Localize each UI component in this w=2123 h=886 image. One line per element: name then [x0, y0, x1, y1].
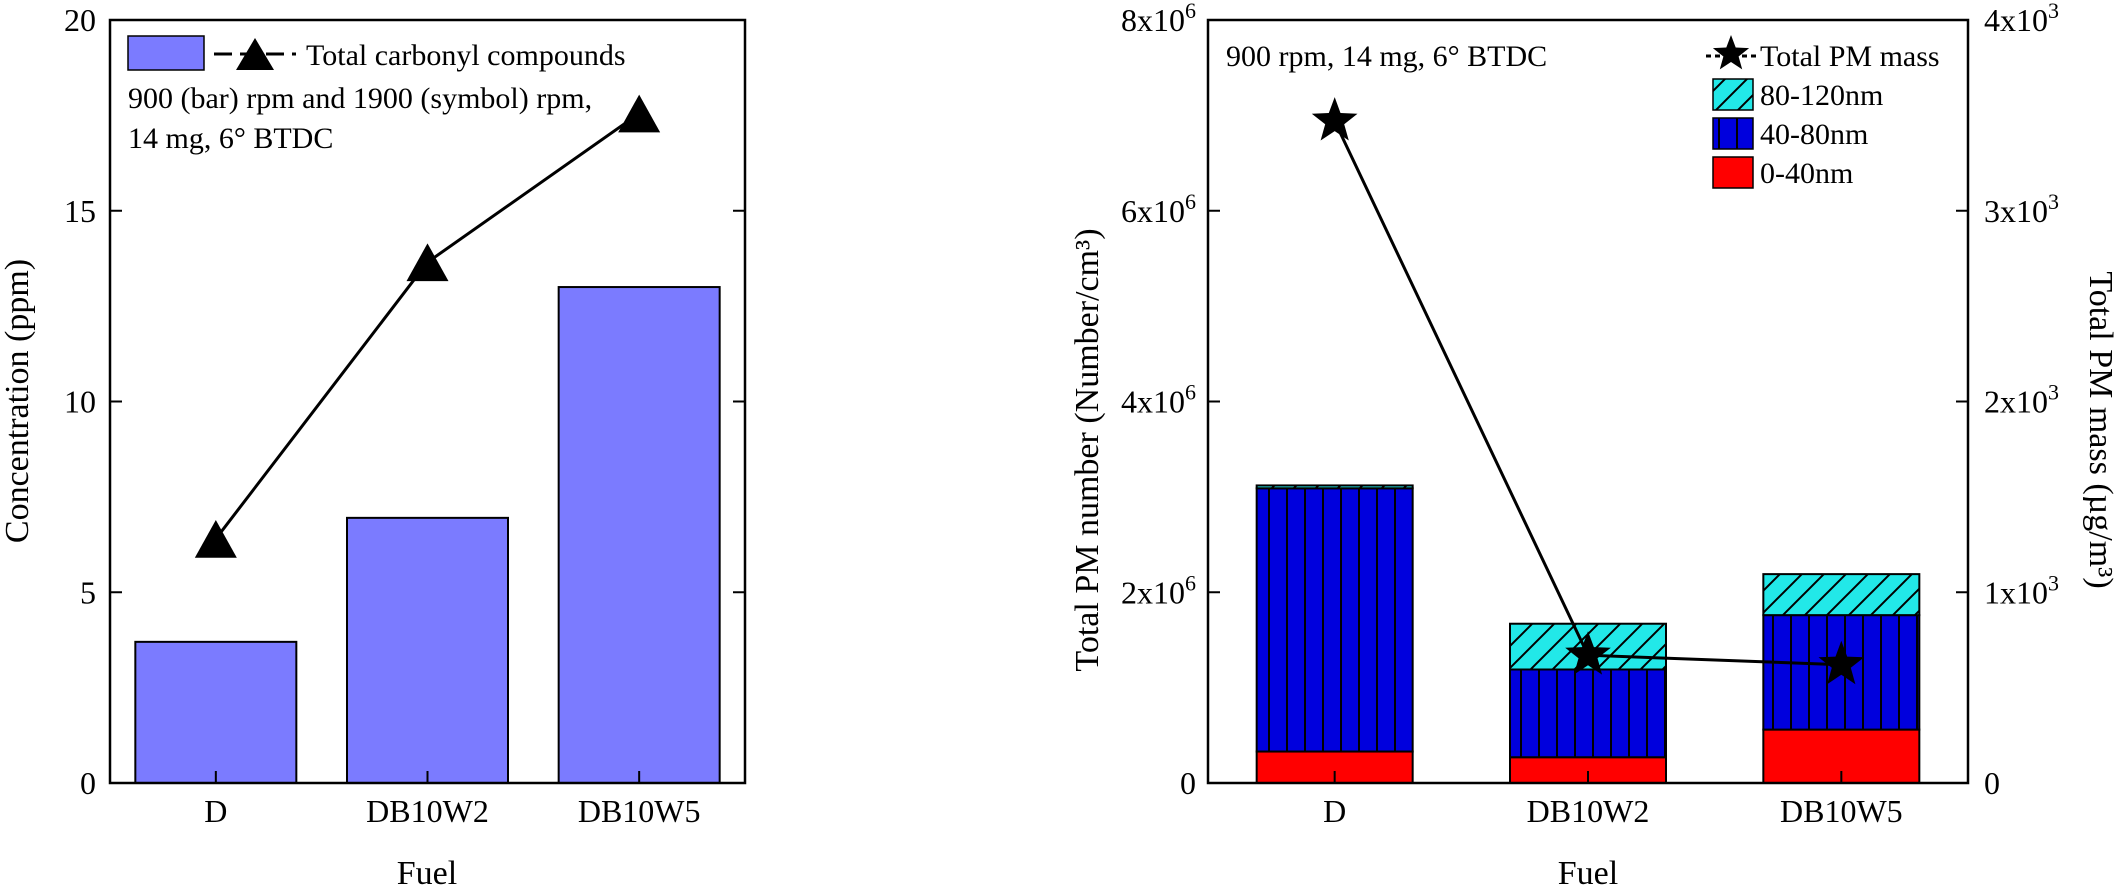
carbonyl-point-DB10W5 [618, 94, 661, 133]
right-y2-tick-label: 0 [1984, 765, 2000, 801]
left-x-axis-title: Fuel [397, 855, 457, 886]
legend-label-80-120: 80-120nm [1760, 79, 1883, 112]
right-x-tick-label: D [1323, 793, 1346, 829]
right-y-tick-label: 0 [1180, 765, 1196, 801]
carbonyl-bar-D [134, 640, 298, 784]
legend-star-marker [1712, 35, 1750, 70]
carbonyl-point-D [194, 519, 237, 558]
right-x-tick-label: DB10W2 [1527, 793, 1650, 829]
right-x-axis-title: Fuel [1558, 855, 1618, 886]
right-legend: Total PM mass 80-120nm 40-80nm 0-40nm [1706, 35, 1940, 190]
legend-swatch-80-120 [1712, 78, 1754, 111]
pm-bar-80-120nm-D [1255, 484, 1414, 490]
left-x-tick-label: DB10W5 [578, 793, 701, 829]
pm-chart: 0 2x106 4x106 6x106 8x106 0 1x103 2x103 3x103 4x… [1069, 0, 2119, 886]
legend-label-pm-mass: Total PM mass [1760, 40, 1940, 73]
left-note-line-1: 900 (bar) rpm and 1900 (symbol) rpm, [128, 82, 592, 115]
pm-mass-point-DB10W5 [1818, 640, 1865, 685]
carbonyl-chart: 0 5 10 15 20 D DB10W2 DB10W5 Fuel Concentratio… [0, 2, 747, 886]
legend-triangle-marker [236, 38, 274, 70]
pm-bar-40-80nm-DB10W2 [1509, 668, 1667, 759]
right-y-tick-label: 4x106 [1121, 380, 1196, 420]
pm-mass-point-D [1311, 97, 1358, 141]
right-y-axis-title: Total PM number (Number/cm³) [1069, 228, 1106, 671]
legend-label-40-80: 40-80nm [1760, 118, 1868, 151]
right-note: 900 rpm, 14 mg, 6° BTDC [1226, 40, 1547, 73]
right-y2-tick-label: 4x103 [1984, 0, 2059, 38]
right-y2-axis-title: Total PM mass (µg/m³) [2082, 271, 2119, 588]
left-y-tick-label: 5 [80, 574, 96, 610]
pm-bar-40-80nm-D [1255, 487, 1414, 753]
pm-stacked-bars [1255, 484, 1921, 785]
right-y-ticks-right: 0 1x103 2x103 3x103 4x103 [1956, 0, 2059, 801]
carbonyl-bars [134, 286, 721, 784]
left-x-ticks: D DB10W2 DB10W5 [204, 771, 700, 829]
carbonyl-line [194, 94, 661, 558]
carbonyl-bar-DB10W2 [346, 516, 509, 784]
right-y2-tick-label: 3x103 [1984, 189, 2059, 229]
legend-swatch-40-80 [1712, 117, 1754, 150]
carbonyl-bar-DB10W5 [557, 286, 721, 784]
pm-bar-80-120nm-DB10W5 [1762, 573, 1921, 617]
legend-label-carbonyl: Total carbonyl compounds [306, 39, 626, 72]
carbonyl-point-DB10W2 [406, 243, 449, 282]
right-y-tick-label: 6x106 [1121, 189, 1196, 229]
left-y-ticks: 0 5 10 15 20 [64, 2, 745, 801]
left-y-tick-label: 0 [80, 765, 96, 801]
right-y2-tick-label: 2x103 [1984, 380, 2059, 420]
legend-swatch-bar [127, 35, 205, 71]
legend-swatch-0-40 [1712, 156, 1754, 189]
right-x-tick-label: DB10W5 [1780, 793, 1903, 829]
right-x-ticks: D DB10W2 DB10W5 [1323, 771, 1903, 829]
pm-mass-line [1311, 97, 1865, 685]
right-y-tick-label: 8x106 [1121, 0, 1196, 38]
right-y2-tick-label: 1x103 [1984, 570, 2059, 610]
left-y-tick-label: 15 [64, 193, 96, 229]
left-legend: Total carbonyl compounds [127, 35, 626, 72]
legend-label-0-40: 0-40nm [1760, 157, 1853, 190]
left-x-tick-label: DB10W2 [366, 793, 489, 829]
left-y-axis-title: Concentration (ppm) [0, 259, 36, 543]
left-y-tick-label: 20 [64, 2, 96, 38]
pm-mass-point-DB10W2 [1565, 631, 1611, 675]
right-y-ticks-left: 0 2x106 4x106 6x106 8x106 [1121, 0, 1220, 801]
left-y-tick-label: 10 [64, 384, 96, 420]
right-y-tick-label: 2x106 [1121, 570, 1196, 610]
left-note-line-2: 14 mg, 6° BTDC [128, 122, 333, 155]
left-x-tick-label: D [204, 793, 227, 829]
